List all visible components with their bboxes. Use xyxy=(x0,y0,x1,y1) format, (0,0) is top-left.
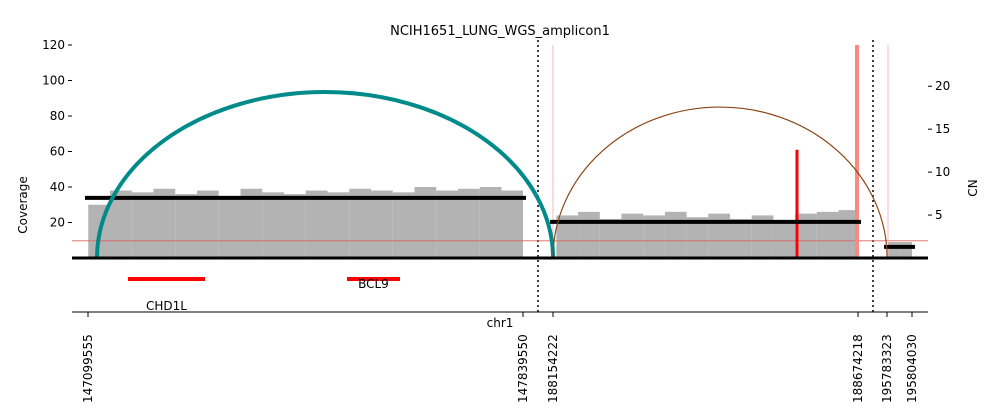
y-tick-label: 20 xyxy=(50,216,65,230)
y2-tick-label: 5 xyxy=(935,208,943,222)
sv-arc xyxy=(94,90,556,259)
coverage-bar xyxy=(773,220,796,258)
coverage-bar xyxy=(686,217,709,258)
y-tick-label: 80 xyxy=(50,109,65,123)
x-tick-label: 195783323 xyxy=(880,334,894,403)
coverage-bar xyxy=(175,194,198,258)
coverage-bar xyxy=(371,190,393,258)
chart-title: NCIH1651_LUNG_WGS_amplicon1 xyxy=(390,24,610,39)
coverage-bar xyxy=(218,195,241,258)
coverage-bar xyxy=(327,192,350,258)
coverage-bar xyxy=(284,194,306,258)
x-tick-label: 188154222 xyxy=(546,334,560,403)
y2-tick-label: 20 xyxy=(935,79,950,93)
y-tick-label: 100 xyxy=(42,74,65,88)
gene-label: CHD1L xyxy=(146,299,187,313)
coverage-bar xyxy=(730,218,752,258)
coverage-bar xyxy=(643,215,665,258)
x-axis-label: chr1 xyxy=(487,316,514,330)
y-tick-label: 120 xyxy=(42,38,65,52)
y2-tick-label: 10 xyxy=(935,165,950,179)
coverage-bar xyxy=(816,211,839,258)
coverage-bar xyxy=(197,190,219,258)
coverage-bar xyxy=(479,187,502,258)
y-tick-label: 40 xyxy=(50,180,65,194)
coverage-bar xyxy=(664,211,687,258)
coverage-bar xyxy=(795,213,817,258)
x-tick-label: 195804030 xyxy=(905,334,919,403)
coverage-bar xyxy=(599,218,622,258)
coverage-bar xyxy=(887,242,900,258)
coverage-bar xyxy=(414,187,437,258)
x-tick-label: 147839550 xyxy=(516,334,530,403)
coverage-bar xyxy=(556,215,579,258)
x-tick-label: 188674218 xyxy=(851,334,865,403)
y2-axis-label: CN xyxy=(966,179,980,196)
y-axis-label: Coverage xyxy=(16,176,30,234)
sv-arc xyxy=(552,106,888,259)
coverage-bar xyxy=(751,215,774,258)
coverage-bar xyxy=(392,192,415,258)
x-tick-label: 147099555 xyxy=(81,334,95,403)
coverage-bar xyxy=(501,190,523,258)
coverage-bar xyxy=(578,211,600,258)
coverage-bar xyxy=(708,213,731,258)
coverage-bar xyxy=(899,242,912,258)
y-tick-label: 60 xyxy=(50,145,65,159)
y2-tick-label: 15 xyxy=(935,122,950,136)
coverage-bar xyxy=(436,190,459,258)
gene-label: BCL9 xyxy=(358,277,389,291)
coverage-bar xyxy=(110,190,132,258)
coverage-bar xyxy=(131,192,154,258)
coverage-bar xyxy=(621,213,644,258)
coverage-bar xyxy=(262,192,285,258)
coverage-bar xyxy=(305,190,328,258)
